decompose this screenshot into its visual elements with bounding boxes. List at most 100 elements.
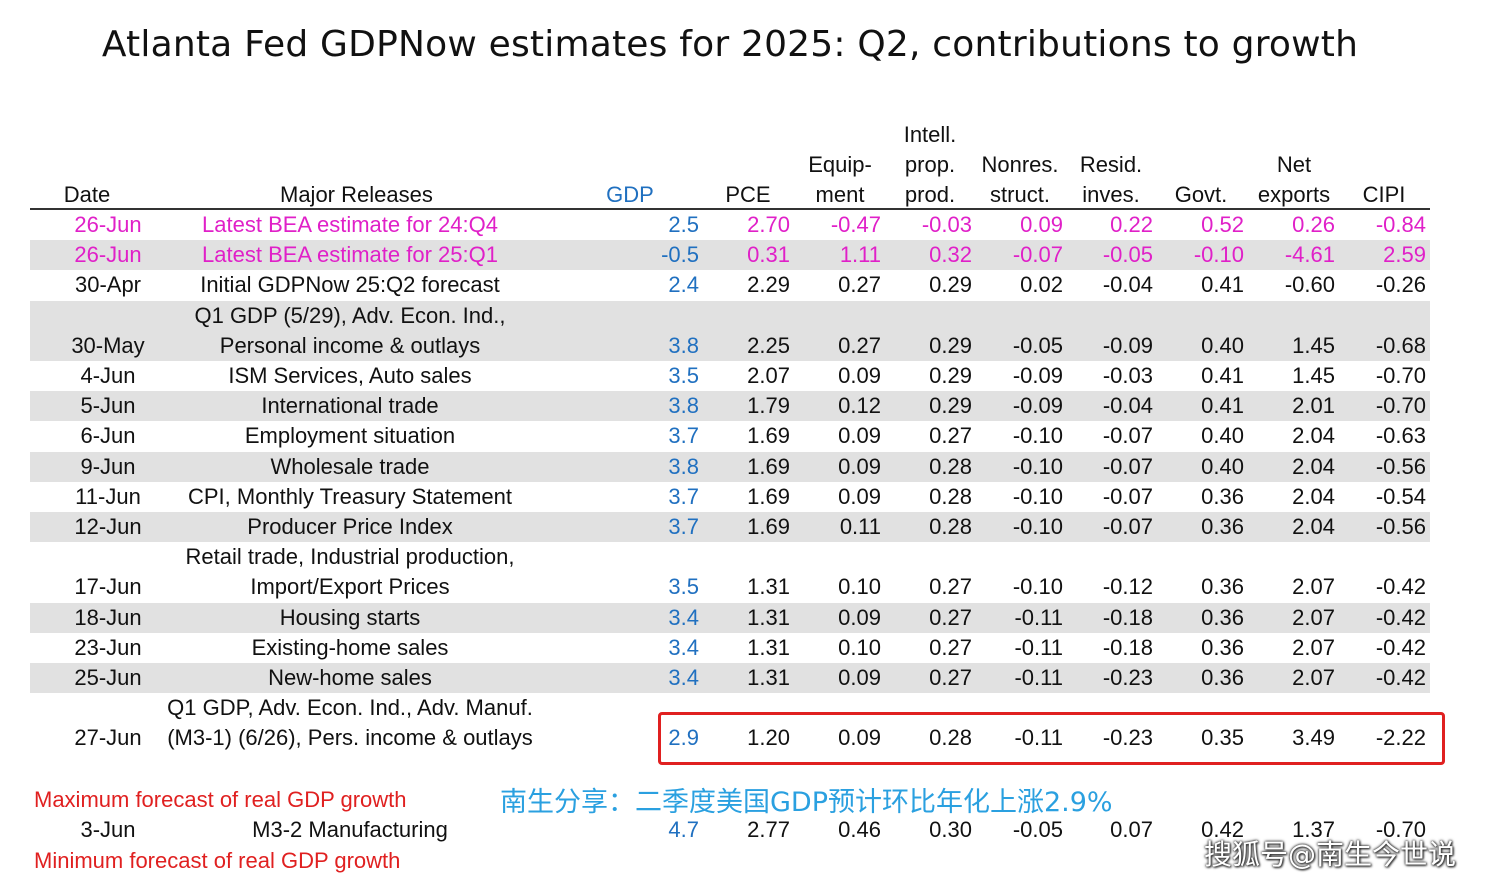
- row-value-nonres: -0.09: [1012, 363, 1063, 388]
- row-value-cipi: -0.42: [1375, 574, 1426, 600]
- column-header-ipp: Intell.: [903, 121, 957, 147]
- row-value-govt: 0.35: [1201, 725, 1244, 751]
- row-date: 27-Jun: [74, 725, 142, 751]
- row-value-ipp: 0.28: [929, 725, 972, 751]
- row-value-netexp: 2.04: [1292, 423, 1335, 449]
- row-release: (M3-1) (6/26), Pers. income & outlays: [167, 725, 533, 751]
- row-value-netexp: 2.07: [1292, 665, 1335, 690]
- row-value-ipp: 0.28: [929, 453, 972, 479]
- max-forecast-label: Maximum forecast of real GDP growth: [34, 787, 407, 812]
- row-value-nonres: -0.10: [1012, 574, 1063, 600]
- row-release: Personal income & outlays: [219, 332, 481, 358]
- row-value-equip: 0.27: [838, 332, 881, 358]
- row-value-ipp: 0.29: [929, 332, 972, 358]
- row-value-nonres: -0.11: [1014, 634, 1063, 660]
- row-value-resid: -0.07: [1102, 423, 1153, 449]
- row-value-govt: 0.40: [1201, 423, 1244, 449]
- row-release: Retail trade, Industrial production,: [185, 544, 515, 570]
- row-value-pce: 1.31: [747, 574, 790, 600]
- row-value-pce: 1.79: [747, 393, 790, 419]
- row-value-resid: -0.07: [1102, 483, 1153, 509]
- row-value-gdp: 3.7: [668, 514, 699, 539]
- row-release: International trade: [261, 393, 439, 419]
- row-value-equip: 0.12: [838, 393, 881, 419]
- row-value-resid: -0.18: [1102, 634, 1153, 660]
- column-header-pce: PCE: [725, 182, 771, 207]
- row-value-resid: -0.07: [1102, 453, 1153, 479]
- row-value-ipp: 0.28: [929, 514, 972, 539]
- row-value-cipi: -0.70: [1375, 363, 1426, 388]
- chart-title: Atlanta Fed GDPNow estimates for 2025: Q…: [101, 24, 1359, 65]
- row-value-nonres: -0.11: [1014, 665, 1063, 690]
- row-value-cipi: 2.59: [1383, 242, 1426, 268]
- row-value-ipp: 0.27: [929, 574, 972, 600]
- row-value-ipp: 0.29: [929, 363, 972, 388]
- row-value-equip: 1.11: [839, 242, 881, 268]
- row-value-ipp: 0.32: [929, 242, 972, 268]
- row-value-pce: 1.69: [747, 423, 790, 449]
- row-date: 25-Jun: [74, 665, 142, 690]
- row-value-ipp: 0.28: [929, 483, 972, 509]
- row-value-nonres: -0.10: [1012, 423, 1063, 449]
- row-release: Q1 GDP (5/29), Adv. Econ. Ind.,: [194, 302, 506, 328]
- row-value-pce: 1.69: [747, 483, 790, 509]
- row-value-nonres: -0.10: [1012, 514, 1063, 539]
- row-value-cipi: -2.22: [1375, 725, 1426, 751]
- row-date: 12-Jun: [74, 514, 142, 539]
- row-value-resid: -0.23: [1102, 665, 1153, 690]
- row-date: 18-Jun: [74, 604, 142, 630]
- row-release: Q1 GDP, Adv. Econ. Ind., Adv. Manuf.: [167, 695, 533, 721]
- column-header-netexp: exports: [1257, 182, 1331, 207]
- row-value-cipi: -0.42: [1375, 604, 1426, 630]
- row-date: 11-Jun: [75, 483, 141, 509]
- row-band: [30, 391, 1430, 422]
- max-forecast-value-resid: 0.07: [1110, 817, 1153, 842]
- column-header-netexp: Net: [1276, 151, 1312, 177]
- max-forecast-value-pce: 2.77: [747, 817, 790, 842]
- row-release: Producer Price Index: [247, 514, 453, 539]
- row-value-gdp: 3.5: [668, 363, 699, 388]
- row-value-pce: 2.70: [747, 212, 790, 237]
- row-value-netexp: 2.04: [1292, 483, 1335, 509]
- row-value-cipi: -0.42: [1375, 665, 1426, 690]
- max-forecast-release: M3-2 Manufacturing: [252, 817, 448, 842]
- max-forecast-value-equip: 0.46: [838, 817, 881, 842]
- row-value-equip: 0.09: [838, 725, 881, 751]
- row-value-govt: 0.40: [1201, 332, 1244, 358]
- row-value-resid: -0.09: [1102, 332, 1153, 358]
- row-date: 26-Jun: [74, 242, 142, 268]
- row-band: [30, 512, 1430, 543]
- column-header-resid: inves.: [1082, 182, 1140, 207]
- row-value-nonres: 0.09: [1020, 212, 1063, 237]
- row-value-ipp: 0.27: [929, 604, 972, 630]
- header-rule: [30, 208, 1430, 210]
- row-value-resid: 0.22: [1110, 212, 1153, 237]
- row-release: Latest BEA estimate for 25:Q1: [202, 242, 498, 268]
- row-value-cipi: -0.84: [1375, 212, 1426, 237]
- row-value-cipi: -0.54: [1375, 483, 1426, 509]
- row-value-govt: 0.40: [1201, 453, 1244, 479]
- row-value-equip: 0.11: [839, 514, 881, 539]
- column-header-cipi: CIPI: [1362, 182, 1406, 207]
- row-value-equip: 0.09: [838, 665, 881, 690]
- row-release: New-home sales: [268, 665, 432, 690]
- row-value-cipi: -0.63: [1375, 423, 1426, 449]
- row-value-netexp: 1.45: [1292, 332, 1335, 358]
- row-value-ipp: 0.27: [929, 423, 972, 449]
- column-header-equip: Equip-: [808, 151, 872, 177]
- row-value-cipi: -0.68: [1375, 332, 1426, 358]
- row-value-nonres: -0.05: [1012, 332, 1063, 358]
- row-value-netexp: 3.49: [1292, 725, 1335, 751]
- row-band: [30, 602, 1430, 633]
- row-value-gdp: 3.8: [668, 393, 699, 419]
- row-value-gdp: 2.4: [668, 272, 699, 298]
- row-date: 30-May: [71, 332, 145, 358]
- row-value-govt: 0.36: [1201, 634, 1244, 660]
- row-value-equip: 0.27: [838, 272, 881, 298]
- row-value-ipp: 0.27: [929, 665, 972, 690]
- row-value-govt: 0.36: [1201, 483, 1244, 509]
- row-band: [30, 240, 1430, 271]
- row-value-gdp: 3.4: [668, 604, 699, 630]
- row-release: Employment situation: [244, 423, 456, 449]
- row-value-gdp: 3.4: [668, 634, 699, 660]
